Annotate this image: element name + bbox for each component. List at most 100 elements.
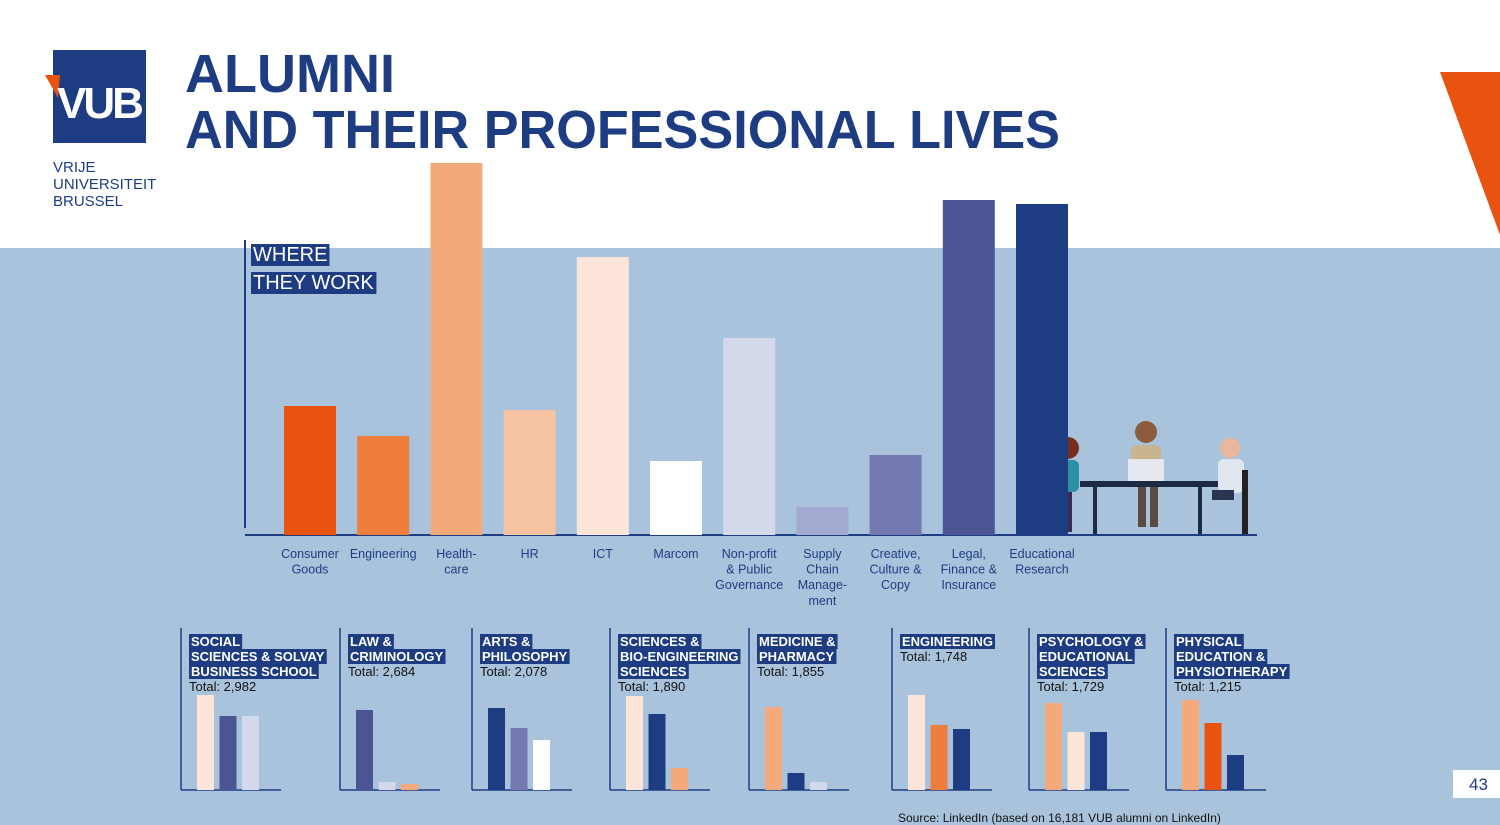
title: ALUMNI <box>185 44 395 104</box>
chart-title-bg <box>900 634 996 649</box>
bar <box>1016 204 1068 535</box>
bar <box>197 695 214 790</box>
chart-subtitle: Total: 2,982 <box>189 679 256 694</box>
chart-subtitle: Total: 1,855 <box>757 664 824 679</box>
chart-title-bg <box>1037 634 1146 649</box>
chart-title-bg <box>1037 649 1135 664</box>
x-tick-label: Legal, <box>952 547 986 561</box>
chart-title: THEY WORK <box>253 272 374 294</box>
x-tick-label: Marcom <box>653 547 698 561</box>
chart-title: PHYSIOTHERAPY <box>1176 664 1288 679</box>
chart-title: EDUCATIONAL <box>1039 649 1133 664</box>
bar <box>648 714 666 790</box>
page-number: 43 <box>1469 775 1488 794</box>
chart-title-bg <box>480 634 533 649</box>
bar <box>284 406 336 535</box>
chart-subtitle: Total: 1,748 <box>900 649 967 664</box>
bar <box>356 710 373 790</box>
logo-text: BRUSSEL <box>53 193 123 210</box>
bar <box>219 716 237 790</box>
chart-title: SCIENCES <box>1039 664 1106 679</box>
chart-title: SCIENCES & SOLVAY <box>191 649 325 664</box>
bar <box>796 507 849 535</box>
bar <box>1090 732 1107 790</box>
chart-title-bg <box>1037 664 1108 679</box>
chart-title-bg <box>618 634 702 649</box>
chart-title: PSYCHOLOGY & <box>1039 634 1144 649</box>
chart-subtitle: Total: 1,729 <box>1037 679 1104 694</box>
x-tick-label: Governance <box>715 578 783 592</box>
corner-accent <box>1440 72 1500 235</box>
bar <box>430 163 483 535</box>
bar <box>810 782 827 790</box>
bar <box>357 436 410 535</box>
x-tick-label: care <box>444 563 468 577</box>
x-tick-label: HR <box>521 547 539 561</box>
chart-title: EDUCATION & <box>1176 649 1265 664</box>
logo-accent <box>45 75 60 98</box>
bar <box>401 784 418 790</box>
bar <box>1227 755 1244 790</box>
bar <box>942 200 995 535</box>
chart-title: SOCIAL <box>191 634 240 649</box>
chart-title: PHARMACY <box>759 649 834 664</box>
bar <box>650 461 702 535</box>
chart-title-bg <box>1174 634 1244 649</box>
x-tick-label: Engineering <box>350 547 417 561</box>
bar <box>626 696 643 790</box>
chart-title-bg <box>189 634 243 649</box>
chart-title: SCIENCES & <box>620 634 699 649</box>
bar <box>671 768 688 790</box>
chart-title-bg <box>251 244 330 266</box>
chart-title-bg <box>348 649 446 664</box>
bar <box>488 708 505 790</box>
bar <box>503 410 556 535</box>
chart-title-bg <box>189 664 319 679</box>
chart-title: LAW & <box>350 634 392 649</box>
x-tick-label: Copy <box>881 578 911 592</box>
logo-text: VRIJE <box>53 159 96 176</box>
logo-text: UNIVERSITEIT <box>53 176 156 193</box>
chart-title-bg <box>757 649 837 664</box>
chart-title: MEDICINE & <box>759 634 836 649</box>
bar <box>908 695 925 790</box>
chart-title: PHYSICAL <box>1176 634 1242 649</box>
x-tick-label: ICT <box>593 547 614 561</box>
x-tick-label: & Public <box>726 563 772 577</box>
x-tick-label: Research <box>1015 563 1069 577</box>
chart-subtitle: Total: 2,078 <box>480 664 547 679</box>
x-tick-label: Chain <box>806 563 839 577</box>
x-tick-label: Finance & <box>941 563 998 577</box>
chart-title-bg <box>618 649 741 664</box>
chart-title: ENGINEERING <box>902 634 993 649</box>
chart-title-bg <box>757 634 838 649</box>
chart-subtitle: Total: 2,684 <box>348 664 415 679</box>
bar <box>1045 703 1062 790</box>
chart-title-bg <box>480 649 570 664</box>
logo-mark: VUB <box>57 79 142 128</box>
x-tick-label: Health- <box>436 547 476 561</box>
x-tick-label: Non-profit <box>722 547 777 561</box>
chart-title: SCIENCES <box>620 664 687 679</box>
x-tick-label: Supply <box>803 547 842 561</box>
x-tick-label: Educational <box>1009 547 1074 561</box>
x-tick-label: Goods <box>292 563 329 577</box>
chart-title-bg <box>1174 664 1290 679</box>
x-tick-label: ment <box>809 594 837 608</box>
chart-title-bg <box>348 634 394 649</box>
bar <box>869 455 922 535</box>
bar <box>242 716 259 790</box>
x-tick-label: Manage- <box>798 578 847 592</box>
x-tick-label: Culture & <box>870 563 923 577</box>
bar <box>510 728 528 790</box>
bar <box>1182 700 1199 790</box>
source: Source: LinkedIn (based on 16,181 VUB al… <box>898 811 1221 825</box>
bar <box>930 725 948 790</box>
x-tick-label: Consumer <box>281 547 339 561</box>
logo-box <box>53 50 146 143</box>
bar <box>953 729 970 790</box>
chart-title: PHILOSOPHY <box>482 649 568 664</box>
x-tick-label: Creative, <box>871 547 921 561</box>
